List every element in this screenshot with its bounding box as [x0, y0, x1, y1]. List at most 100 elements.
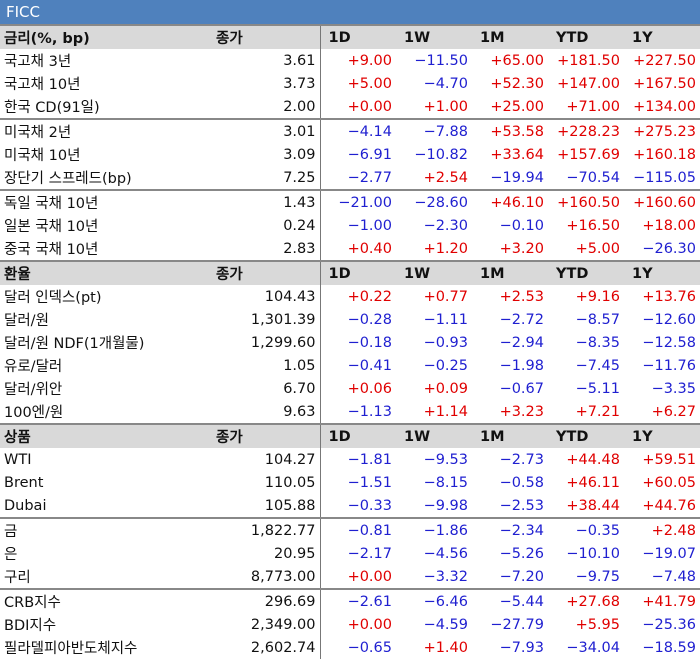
change-value: −25.36	[642, 616, 696, 633]
period-column-header: 1Y	[624, 260, 700, 285]
change-value: −0.18	[347, 334, 392, 351]
instrument-name: 필라델피아반도체지수	[4, 641, 138, 657]
close-value: 1.05	[212, 354, 321, 377]
period-column-header: 1D	[320, 260, 396, 285]
table-row: WTI 104.27 −1.81 −9.53 −2.73 +44.48 +59.51	[0, 448, 700, 471]
table-row: Dubai 105.88 −0.33 −9.98 −2.53 +38.44 +44.76	[0, 494, 700, 518]
change-value: +3.20	[499, 240, 544, 257]
ficc-table: 금리(%, bp) 종가 1D 1W 1M YTD 1Y 국고채 3년 3.61 +9.00 −11…	[0, 24, 700, 659]
table-row: 한국 CD(91일) 2.00 +0.00 +1.00 +25.00 +71.00 +134…	[0, 95, 700, 119]
close-value: 3.01	[212, 118, 321, 143]
change-value: −6.91	[347, 146, 392, 163]
section-title: 금리(%, bp)	[0, 24, 212, 49]
change-value: −12.60	[642, 311, 696, 328]
change-value: −4.56	[423, 545, 468, 562]
period-column-header: 1D	[320, 423, 396, 448]
change-value: −7.48	[651, 568, 696, 585]
table-row: 달러/위안 6.70 +0.06 +0.09 −0.67 −5.11 −3.35	[0, 377, 700, 400]
instrument-name: 미국채 10년	[4, 148, 81, 164]
change-value: −19.07	[642, 545, 696, 562]
close-value: 1.43	[212, 189, 321, 214]
change-value: +0.00	[347, 568, 392, 585]
close-value: 7.25	[212, 166, 321, 190]
change-value: −0.81	[320, 517, 396, 542]
change-value: +27.68	[548, 588, 624, 613]
change-value: −0.67	[499, 380, 544, 397]
change-value: −8.35	[575, 334, 620, 351]
change-value: +5.00	[575, 240, 620, 257]
close-value: 3.61	[212, 49, 321, 72]
change-value: −1.00	[347, 217, 392, 234]
period-column-header: YTD	[548, 423, 624, 448]
table-row: 구리 8,773.00 +0.00 −3.32 −7.20 −9.75 −7.48	[0, 565, 700, 589]
change-value: −2.53	[499, 497, 544, 514]
change-value: +3.23	[499, 403, 544, 420]
change-value: +9.16	[575, 288, 620, 305]
table-row: Brent 110.05 −1.51 −8.15 −0.58 +46.11 +60.05	[0, 471, 700, 494]
table-row: BDI지수 2,349.00 +0.00 −4.59 −27.79 +5.95 −25.36	[0, 613, 700, 636]
close-value: 104.43	[212, 285, 321, 308]
change-value: −7.20	[499, 568, 544, 585]
change-value: +1.00	[423, 98, 468, 115]
change-value: +5.95	[575, 616, 620, 633]
close-column-header: 종가	[212, 423, 321, 448]
close-value: 1,301.39	[212, 308, 321, 331]
change-value: −19.94	[490, 169, 544, 186]
change-value: +18.00	[642, 217, 696, 234]
change-value: +0.22	[347, 288, 392, 305]
change-value: +52.30	[490, 75, 544, 92]
change-value: +0.06	[347, 380, 392, 397]
close-value: 2.83	[212, 237, 321, 261]
table-row: 금 1,822.77 −0.81 −1.86 −2.34 −0.35 +2.48	[0, 517, 700, 542]
change-value: −11.50	[414, 52, 468, 69]
period-column-header: 1W	[396, 24, 472, 49]
change-value: +157.69	[557, 146, 620, 163]
instrument-name: 달러/원	[4, 313, 49, 329]
table-row: 국고채 10년 3.73 +5.00 −4.70 +52.30 +147.00 +167.5…	[0, 72, 700, 95]
change-value: −7.45	[575, 357, 620, 374]
change-value: −1.81	[347, 451, 392, 468]
change-value: −3.32	[423, 568, 468, 585]
table-row: 국고채 3년 3.61 +9.00 −11.50 +65.00 +181.50 +227.5…	[0, 49, 700, 72]
period-column-header: 1M	[472, 423, 548, 448]
table-row: 은 20.95 −2.17 −4.56 −5.26 −10.10 −19.07	[0, 542, 700, 565]
change-value: +0.00	[347, 616, 392, 633]
close-value: 296.69	[212, 588, 321, 613]
instrument-name: 국고채 3년	[4, 54, 72, 70]
instrument-name: Brent	[4, 474, 44, 491]
instrument-name: 달러 인덱스(pt)	[4, 290, 102, 306]
change-value: −8.57	[575, 311, 620, 328]
instrument-name: 국고채 10년	[4, 77, 81, 93]
change-value: −5.26	[499, 545, 544, 562]
change-value: +134.00	[633, 98, 696, 115]
change-value: +181.50	[557, 52, 620, 69]
change-value: −0.25	[423, 357, 468, 374]
change-value: +59.51	[642, 451, 696, 468]
change-value: +5.00	[347, 75, 392, 92]
table-row: 달러 인덱스(pt) 104.43 +0.22 +0.77 +2.53 +9.16 +13.…	[0, 285, 700, 308]
instrument-name: 달러/위안	[4, 382, 63, 398]
change-value: +46.10	[472, 189, 548, 214]
period-column-header: 1M	[472, 24, 548, 49]
panel-title: FICC	[0, 0, 700, 24]
instrument-name: 유로/달러	[4, 359, 63, 375]
change-value: +1.40	[423, 639, 468, 656]
change-value: +44.48	[566, 451, 620, 468]
change-value: +160.60	[624, 189, 700, 214]
section-title: 상품	[0, 423, 212, 448]
change-value: −10.82	[414, 146, 468, 163]
change-value: +2.54	[423, 169, 468, 186]
instrument-name: 미국채 2년	[0, 118, 212, 143]
change-value: −9.75	[575, 568, 620, 585]
close-value: 0.24	[212, 214, 321, 237]
change-value: +44.76	[642, 497, 696, 514]
close-value: 2.00	[212, 95, 321, 119]
close-column-header: 종가	[212, 24, 321, 49]
change-value: +71.00	[566, 98, 620, 115]
change-value: −2.72	[499, 311, 544, 328]
change-value: +147.00	[557, 75, 620, 92]
close-value: 2,602.74	[212, 636, 321, 659]
change-value: −1.11	[423, 311, 468, 328]
change-value: −0.35	[548, 517, 624, 542]
change-value: +160.18	[633, 146, 696, 163]
